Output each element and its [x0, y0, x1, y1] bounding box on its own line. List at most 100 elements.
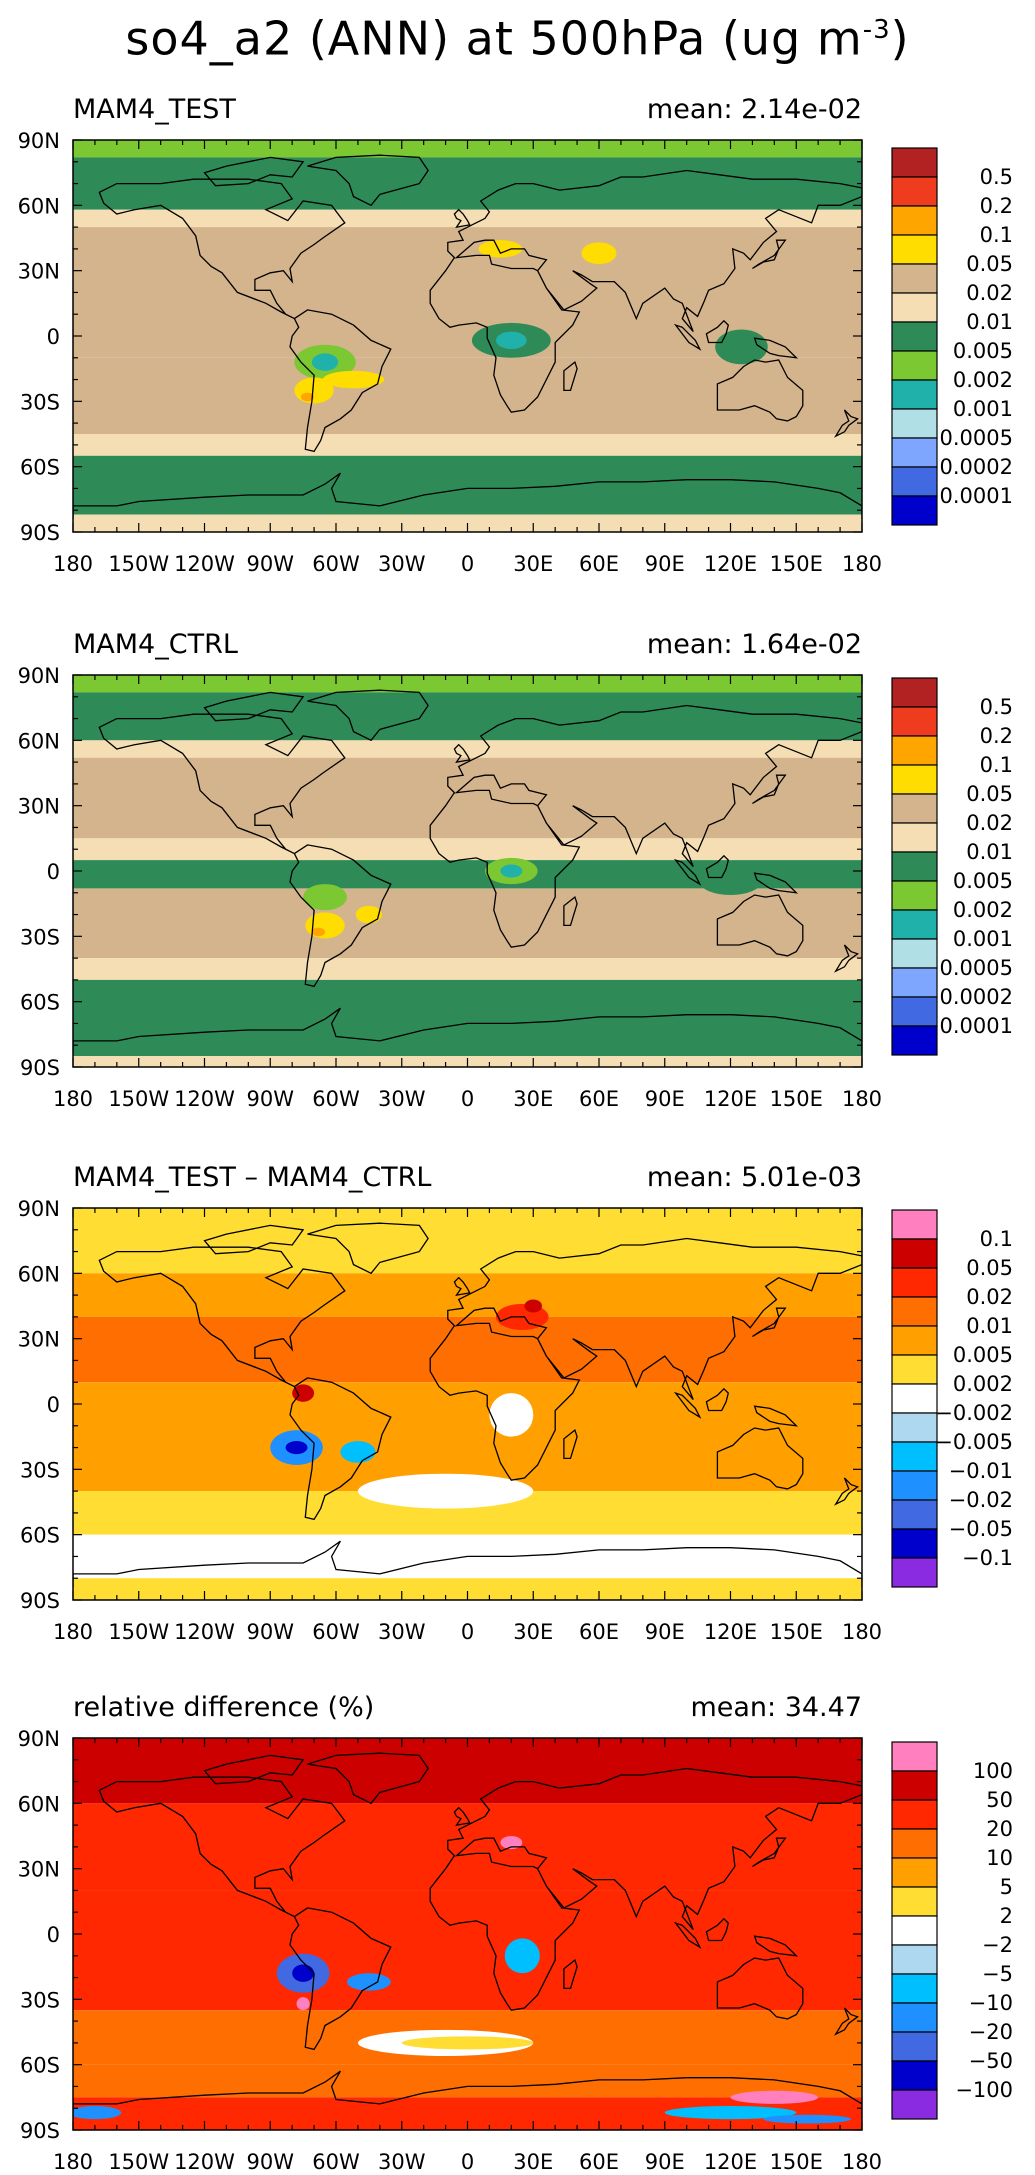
y-tick-label: 0	[47, 325, 60, 349]
y-tick-label: 90S	[20, 2119, 60, 2143]
y-tick-label: 90S	[20, 521, 60, 545]
x-tick-label: 30E	[513, 552, 553, 576]
colorbar-label: −2	[982, 1933, 1013, 1957]
panel-1: 180 150W 120W 90W 60W 30W 0 30E 60E 90E 120E 150E 18…	[18, 94, 1013, 576]
axis-ticks	[72, 1207, 863, 1601]
coastline-australia	[716, 1427, 804, 1490]
panel-3-field	[73, 1208, 862, 1600]
x-tick-label: 180	[842, 552, 882, 576]
colorbar-box	[891, 1528, 938, 1559]
panel-mean: mean: 34.47	[690, 1692, 862, 1723]
colorbar-box	[891, 1557, 938, 1588]
y-tick-label: 0	[47, 1393, 60, 1417]
colorbar-label: −0.002	[935, 1401, 1013, 1425]
colorbar-label: 0.005	[953, 339, 1013, 363]
coastline-antarctica	[73, 1540, 862, 1587]
coastline-newGuinea	[753, 1405, 799, 1427]
panel-3-coastlines	[73, 1222, 862, 1587]
y-tick-label: 60S	[20, 991, 60, 1015]
y-tick-label: 30S	[20, 1458, 60, 1482]
colorbar-box	[891, 2002, 938, 2033]
field-patch	[581, 242, 617, 265]
colorbar-box	[891, 1238, 938, 1269]
coastline-madagascar	[563, 1429, 578, 1460]
y-tick-label: 60N	[18, 1792, 60, 1816]
colorbar-box	[891, 1973, 938, 2004]
y-tick-label: 0	[47, 860, 60, 884]
colorbar-label: 0.5	[980, 695, 1013, 719]
x-tick-label: 120E	[704, 2150, 757, 2174]
colorbar-box	[891, 176, 938, 207]
coastline-uk	[453, 1276, 471, 1296]
colorbar-box	[891, 2031, 938, 2062]
colorbar-label: 0.01	[966, 1314, 1013, 1338]
x-tick-label: 0	[461, 1087, 474, 1111]
colorbar-label: 0.01	[966, 310, 1013, 334]
coastline-africaEurasia	[429, 1767, 862, 2011]
coastline-africaEurasia	[429, 1237, 862, 1481]
colorbar-box	[891, 1267, 938, 1298]
coastline-greenland	[307, 689, 429, 742]
y-tick-label: 90N	[18, 1727, 60, 1751]
coastline-northAmerica	[98, 1776, 346, 1918]
coastline-sumatra	[673, 1921, 702, 1949]
x-tick-label: 150W	[108, 1620, 169, 1644]
coastline-uk	[453, 1806, 471, 1826]
colorbar-label: 0.02	[966, 811, 1013, 835]
colorbar-label: 0.1	[980, 1227, 1013, 1251]
y-tick-label: 90N	[18, 1197, 60, 1221]
field-patch	[305, 912, 345, 939]
colorbar-box	[891, 967, 938, 998]
x-tick-label: 180	[842, 1620, 882, 1644]
colorbar-box	[891, 263, 938, 294]
colorbar-label: 0.0002	[940, 985, 1013, 1009]
colorbar-box	[891, 1383, 938, 1414]
colorbar-label: 10	[986, 1846, 1013, 1870]
x-tick-label: 180	[53, 552, 93, 576]
coastline-australia	[716, 1957, 804, 2020]
y-tick-label: 60S	[20, 456, 60, 480]
axis-ticks	[72, 139, 863, 533]
colorbar-box	[891, 880, 938, 911]
colorbar-box	[891, 793, 938, 824]
coastline-canadaIslands	[203, 691, 305, 722]
colorbar-label: 0.002	[953, 368, 1013, 392]
x-tick-label: 60W	[312, 2150, 360, 2174]
x-tick-label: 60E	[579, 1087, 619, 1111]
colorbar-box	[891, 909, 938, 940]
x-tick-label: 90E	[645, 552, 685, 576]
colorbar-label: −0.005	[935, 1430, 1013, 1454]
colorbar-label: 0.0001	[940, 1014, 1013, 1038]
x-tick-label: 0	[461, 1620, 474, 1644]
field-band	[73, 157, 862, 210]
coastline-africaEurasia	[429, 704, 862, 948]
colorbar-label: 0.2	[980, 194, 1013, 218]
field-band	[73, 1316, 862, 1383]
colorbar-label: 0.1	[980, 223, 1013, 247]
x-tick-label: 60W	[312, 1620, 360, 1644]
colorbar-box	[891, 1886, 938, 1917]
coastline-northAmerica	[98, 1246, 346, 1388]
y-tick-label: 30N	[18, 260, 60, 284]
y-tick-label: 90S	[20, 1056, 60, 1080]
x-tick-label: 120E	[704, 1620, 757, 1644]
panel-title: MAM4_TEST	[73, 94, 236, 125]
coastline-madagascar	[563, 896, 578, 927]
colorbar-box	[891, 1857, 938, 1888]
colorbar-box	[891, 1296, 938, 1327]
field-band	[73, 434, 862, 456]
x-tick-label: 120E	[704, 1087, 757, 1111]
y-tick-label: 30N	[18, 1328, 60, 1352]
y-tick-label: 90N	[18, 664, 60, 688]
field-patch	[763, 2114, 852, 2124]
colorbar-label: −0.1	[962, 1546, 1013, 1570]
x-tick-label: 90E	[645, 2150, 685, 2174]
panel-title: MAM4_CTRL	[73, 629, 238, 660]
colorbar-box	[891, 1470, 938, 1501]
coastline-borneo	[705, 1387, 730, 1412]
coastline-northAmerica	[98, 713, 346, 855]
y-tick-label: 30S	[20, 1988, 60, 2012]
y-tick-label: 60N	[18, 729, 60, 753]
x-tick-label: 30W	[378, 1620, 426, 1644]
colorbar-label: 0.1	[980, 753, 1013, 777]
